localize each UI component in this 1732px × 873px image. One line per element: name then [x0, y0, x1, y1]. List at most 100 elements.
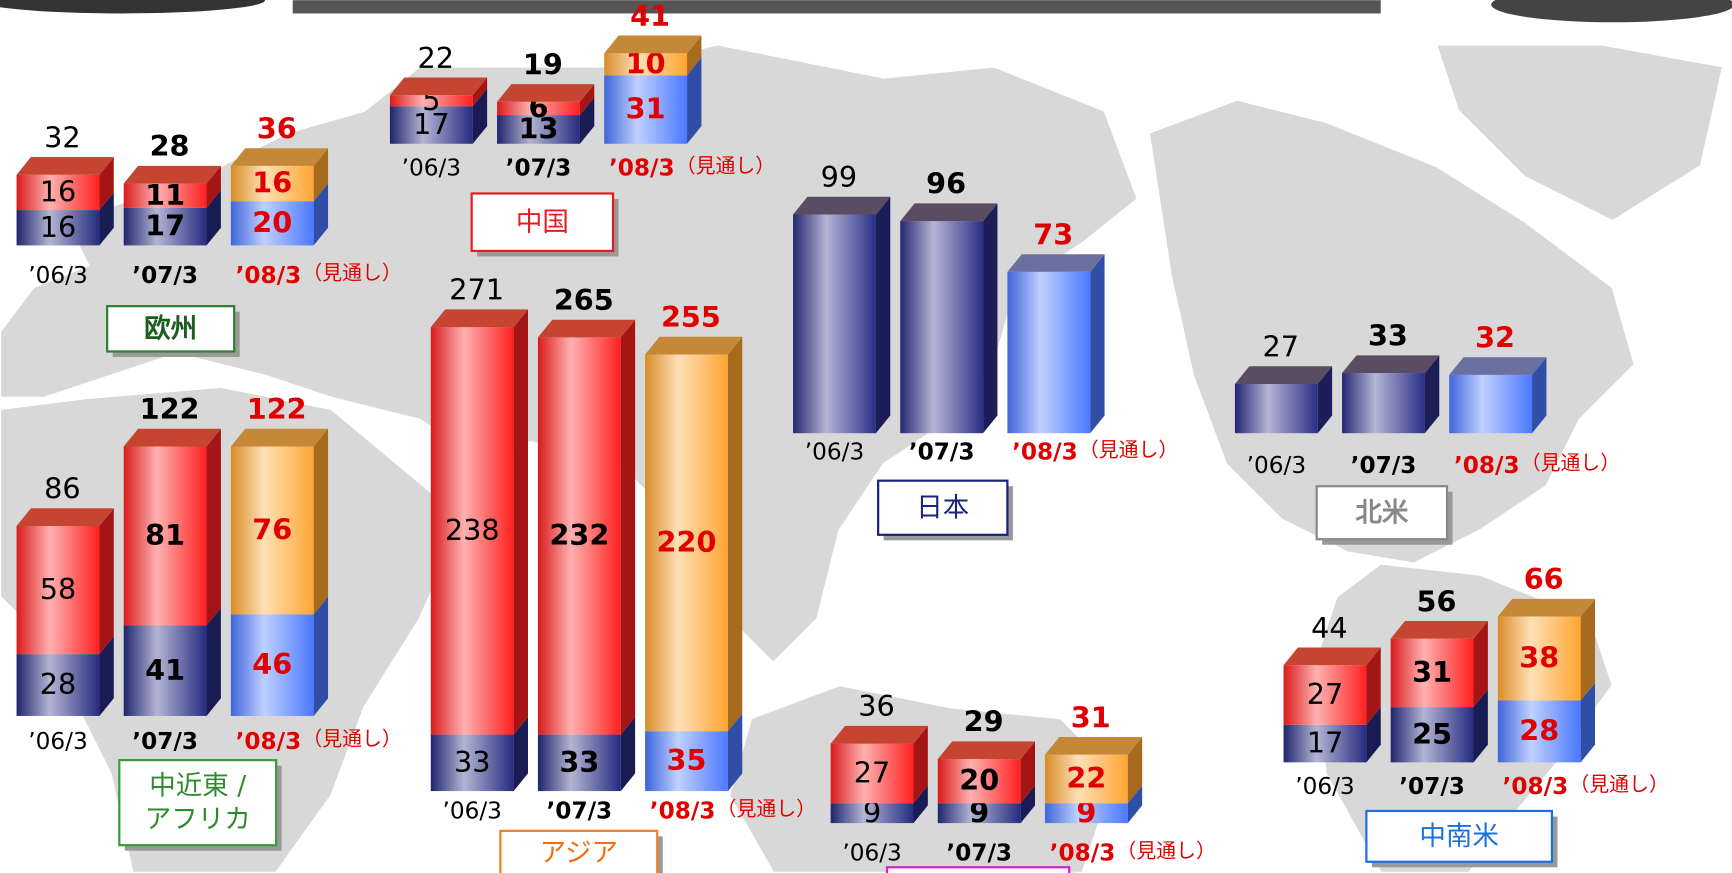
total-label: 86	[44, 472, 81, 506]
segment-label: 238	[445, 513, 500, 547]
total-label: 96	[926, 167, 966, 201]
segment-label: 16	[40, 210, 77, 244]
bar-top	[497, 84, 594, 102]
bar-segment	[1007, 272, 1090, 433]
bar-top	[1235, 366, 1332, 384]
bar-top	[1284, 647, 1381, 665]
forecast-note: （見通し）	[302, 262, 401, 285]
total-label: 56	[1417, 584, 1457, 618]
bar-side	[1090, 254, 1104, 433]
forecast-note: （見通し）	[1116, 839, 1215, 862]
total-label: 122	[140, 392, 200, 426]
segment-label: 17	[1307, 726, 1344, 760]
category-label: ’06/3	[1295, 773, 1354, 800]
total-label: 122	[247, 392, 307, 426]
bar-segment	[793, 214, 876, 433]
total-label: 66	[1524, 562, 1564, 596]
category-label: ’07/3	[946, 840, 1012, 867]
category-label: ’06/3	[28, 728, 87, 755]
segment-label: 28	[1519, 714, 1559, 748]
bar-side	[207, 429, 221, 626]
total-label: 32	[44, 120, 81, 154]
bar-side	[514, 309, 528, 734]
segment-label: 46	[252, 647, 292, 681]
category-label: ’07/3	[1399, 773, 1465, 800]
category-label: ’07/3	[506, 155, 572, 182]
category-label: ’08/3	[1454, 452, 1520, 479]
forecast-note: （見通し）	[717, 797, 816, 820]
segment-label: 27	[854, 756, 891, 790]
bar-top	[17, 157, 114, 175]
segment-label: 76	[252, 512, 292, 546]
total-label: 27	[1263, 330, 1300, 364]
bar-top	[231, 429, 328, 447]
bar-top	[124, 429, 221, 447]
category-label: ’07/3	[132, 728, 198, 755]
category-label: ’07/3	[547, 798, 613, 825]
region-title: 日本	[916, 492, 969, 523]
bar-top	[17, 508, 114, 526]
category-label: ’08/3	[1503, 773, 1569, 800]
category-label: ’06/3	[1247, 452, 1306, 479]
total-label: 28	[150, 129, 190, 163]
total-label: 44	[1311, 611, 1348, 645]
bar-top	[1449, 357, 1546, 375]
segment-label: 25	[1412, 717, 1452, 751]
total-label: 22	[417, 41, 454, 75]
category-label: ’06/3	[842, 840, 901, 867]
region-title: アジア	[540, 838, 618, 869]
category-label: ’08/3	[650, 798, 716, 825]
segment-label: 38	[1519, 641, 1559, 675]
segment-label: 35	[667, 743, 707, 777]
forecast-note: （見通し）	[1521, 452, 1620, 475]
total-label: 31	[1071, 700, 1111, 734]
bar-top	[604, 36, 701, 54]
segment-label: 27	[1307, 677, 1344, 711]
bar-side	[99, 508, 113, 654]
world-chart: 161632’06/3171128’07/3201636’08/3（見通し）欧州…	[0, 0, 1732, 873]
bar-side	[207, 608, 221, 716]
segment-label: 17	[145, 209, 185, 243]
forecast-note: （見通し）	[676, 154, 775, 177]
category-label: ’08/3	[1050, 840, 1116, 867]
bar-top	[645, 337, 742, 355]
segment-label: 31	[626, 92, 666, 126]
total-label: 99	[821, 160, 858, 194]
region-title: 中南米	[1419, 821, 1499, 852]
category-label: ’06/3	[442, 798, 501, 825]
segment-label: 20	[959, 763, 999, 797]
bar-side	[314, 597, 328, 716]
category-label: ’08/3	[236, 262, 302, 289]
bar-side	[728, 337, 742, 731]
segment-label: 16	[252, 166, 292, 200]
total-label: 32	[1475, 321, 1515, 355]
total-label: 265	[554, 283, 614, 317]
category-label: ’07/3	[909, 439, 975, 466]
region-title: 欧州	[144, 313, 197, 344]
segment-label: 81	[145, 518, 185, 552]
bar-side	[876, 197, 890, 433]
bar-top	[431, 309, 528, 327]
region-title: 中近東 /	[149, 771, 246, 802]
forecast-note: （見通し）	[302, 728, 401, 751]
category-label: ’08/3	[609, 155, 675, 182]
segment-label: 41	[145, 653, 185, 687]
segment-label: 33	[454, 745, 491, 779]
page: 161632’06/3171128’07/3201636’08/3（見通し）欧州…	[0, 0, 1732, 873]
region-title: 中国	[516, 207, 569, 238]
region-title: アフリカ	[145, 804, 251, 835]
segment-label: 31	[1412, 655, 1452, 689]
total-label: 73	[1033, 218, 1073, 252]
title-strip	[293, 0, 1381, 13]
total-label: 19	[523, 47, 563, 81]
bar-top	[831, 726, 928, 744]
bar-segment	[1449, 375, 1532, 433]
total-label: 271	[449, 273, 504, 307]
bar-side	[1581, 599, 1595, 701]
bar-segment	[1342, 373, 1425, 433]
category-label: ’06/3	[805, 439, 864, 466]
segment-label: 20	[252, 205, 292, 239]
segment-label: 58	[40, 572, 77, 606]
segment-label: 232	[549, 518, 609, 552]
category-label: ’08/3	[1012, 439, 1078, 466]
